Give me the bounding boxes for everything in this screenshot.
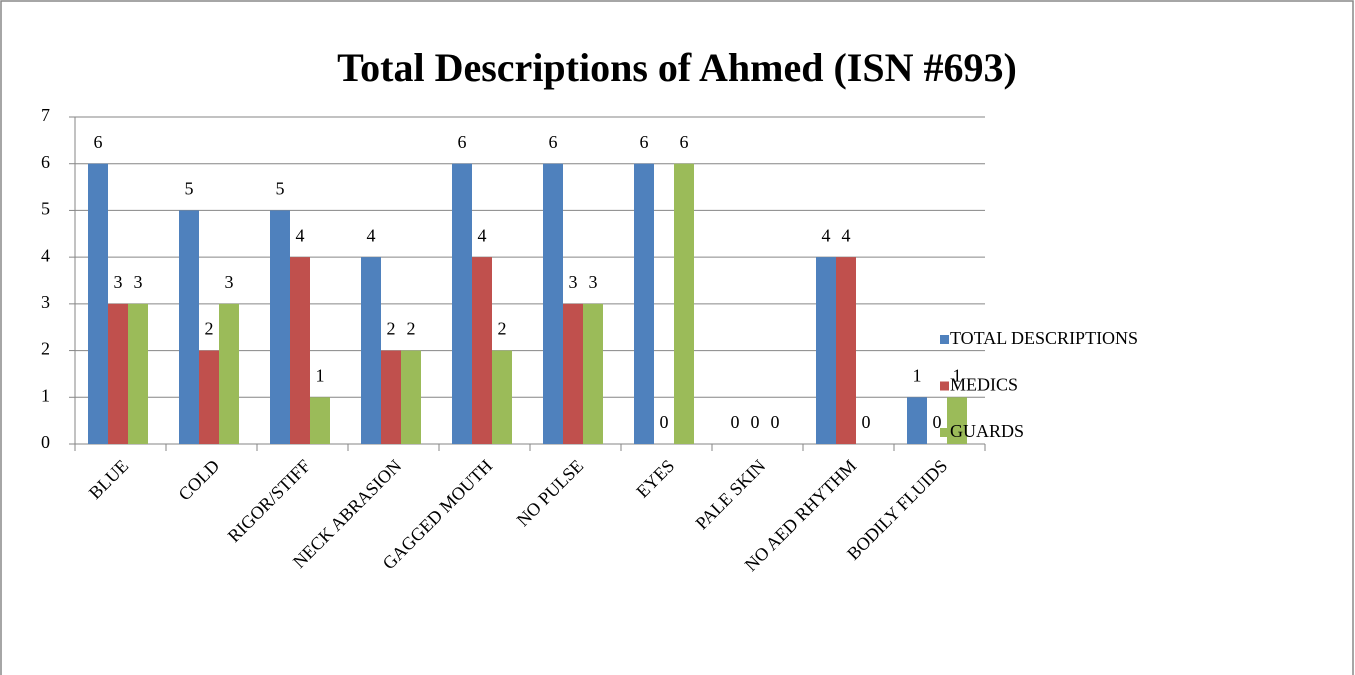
value-label: 4 — [296, 225, 305, 245]
value-label: 3 — [569, 272, 578, 292]
value-label: 0 — [933, 412, 942, 432]
value-label: 6 — [680, 132, 689, 152]
legend-label: GUARDS — [950, 421, 1024, 441]
y-tick-label: 4 — [41, 245, 50, 265]
value-label: 2 — [498, 319, 507, 339]
bar — [179, 210, 199, 444]
value-label: 0 — [771, 412, 780, 432]
bar — [816, 257, 836, 444]
legend-swatch — [940, 335, 949, 344]
bar — [634, 163, 654, 444]
bar — [836, 257, 856, 444]
chart-title: Total Descriptions of Ahmed (ISN #693) — [337, 45, 1017, 90]
value-label: 2 — [205, 319, 214, 339]
value-label: 4 — [367, 225, 376, 245]
y-tick-label: 7 — [41, 105, 50, 125]
value-label: 1 — [913, 365, 922, 385]
bar — [452, 163, 472, 444]
value-label: 4 — [478, 225, 487, 245]
value-label: 3 — [134, 272, 143, 292]
bar — [128, 303, 148, 444]
bar — [381, 350, 401, 444]
bar — [219, 303, 239, 444]
value-label: 6 — [94, 132, 103, 152]
value-label: 0 — [751, 412, 760, 432]
bar — [674, 163, 694, 444]
bar — [199, 350, 219, 444]
value-label: 4 — [842, 225, 851, 245]
bar — [270, 210, 290, 444]
bar — [543, 163, 563, 444]
value-label: 6 — [458, 132, 467, 152]
value-label: 3 — [589, 272, 598, 292]
value-label: 3 — [114, 272, 123, 292]
value-label: 0 — [660, 412, 669, 432]
value-label: 6 — [549, 132, 558, 152]
bar — [907, 397, 927, 444]
bar — [108, 303, 128, 444]
value-label: 1 — [953, 365, 962, 385]
bar — [290, 257, 310, 444]
value-label: 0 — [731, 412, 740, 432]
y-tick-label: 1 — [41, 385, 50, 405]
bar — [947, 397, 967, 444]
bar — [472, 257, 492, 444]
y-tick-label: 0 — [41, 432, 50, 452]
value-label: 4 — [822, 225, 831, 245]
bar — [583, 303, 603, 444]
legend-swatch — [940, 428, 949, 437]
value-label: 5 — [185, 179, 194, 199]
bar — [492, 350, 512, 444]
y-tick-label: 6 — [41, 152, 50, 172]
legend-label: MEDICS — [950, 375, 1018, 395]
value-label: 2 — [387, 319, 396, 339]
bar — [310, 397, 330, 444]
value-label: 2 — [407, 319, 416, 339]
value-label: 5 — [276, 179, 285, 199]
bar — [563, 303, 583, 444]
bar — [88, 163, 108, 444]
legend-label: TOTAL DESCRIPTIONS — [950, 328, 1138, 348]
value-label: 1 — [316, 365, 325, 385]
value-label: 3 — [225, 272, 234, 292]
y-tick-label: 2 — [41, 339, 50, 359]
value-label: 0 — [862, 412, 871, 432]
value-label: 6 — [640, 132, 649, 152]
bar — [361, 257, 381, 444]
legend-swatch — [940, 381, 949, 391]
y-tick-label: 5 — [41, 199, 50, 219]
bar — [401, 350, 421, 444]
y-tick-label: 3 — [41, 292, 50, 312]
